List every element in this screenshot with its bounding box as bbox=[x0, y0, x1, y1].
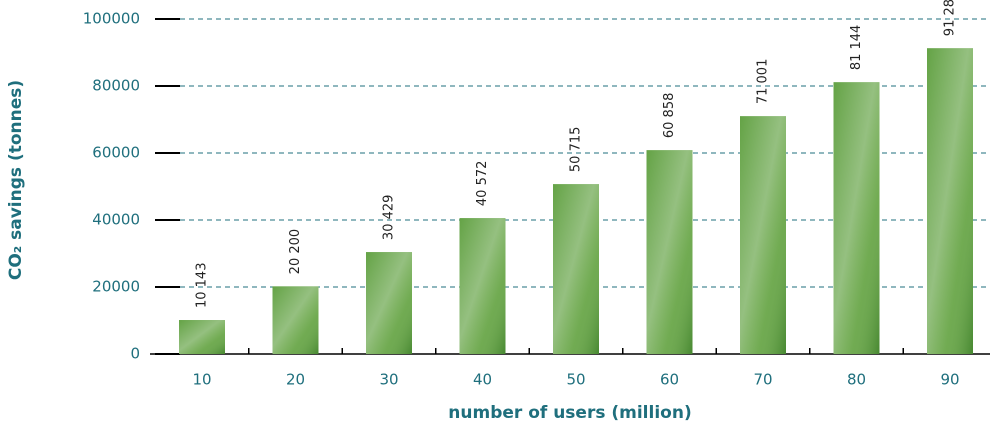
bar-shine bbox=[553, 184, 599, 354]
y-tick-label: 100000 bbox=[83, 10, 140, 28]
bar-shine bbox=[927, 48, 973, 354]
value-label: 40 572 bbox=[475, 161, 490, 207]
y-tick-label: 0 bbox=[130, 345, 140, 363]
value-label: 71 001 bbox=[756, 59, 771, 105]
value-label: 30 429 bbox=[382, 195, 397, 241]
value-label: 81 144 bbox=[849, 25, 864, 71]
bar-shine bbox=[460, 218, 506, 354]
chart: number of users (million) CO₂ savings (t… bbox=[0, 0, 990, 427]
value-label: 10 143 bbox=[195, 263, 210, 309]
bar-shine bbox=[834, 82, 880, 354]
bar-shine bbox=[273, 286, 319, 354]
value-label: 91 287 bbox=[943, 0, 958, 36]
bar-shine bbox=[366, 252, 412, 354]
y-tick-label: 80000 bbox=[92, 77, 140, 95]
x-tick-label: 40 bbox=[473, 371, 492, 389]
x-tick-label: 30 bbox=[379, 371, 398, 389]
value-label: 20 200 bbox=[288, 229, 303, 275]
x-tick-label: 50 bbox=[566, 371, 585, 389]
y-tick-label: 40000 bbox=[92, 211, 140, 229]
value-label: 50 715 bbox=[569, 127, 584, 173]
y-tick-label: 60000 bbox=[92, 144, 140, 162]
x-tick-label: 60 bbox=[660, 371, 679, 389]
x-tick-label: 90 bbox=[940, 371, 959, 389]
bar-shine bbox=[179, 320, 225, 354]
y-axis-title: CO₂ savings (tonnes) bbox=[6, 80, 26, 280]
x-tick-label: 70 bbox=[753, 371, 772, 389]
x-tick-label: 80 bbox=[847, 371, 866, 389]
x-tick-label: 10 bbox=[192, 371, 211, 389]
bar-shine bbox=[740, 116, 786, 354]
x-tick-label: 20 bbox=[286, 371, 305, 389]
y-tick-label: 20000 bbox=[92, 278, 140, 296]
x-axis-title: number of users (million) bbox=[448, 403, 691, 423]
bar-shine bbox=[647, 150, 693, 354]
value-label: 60 858 bbox=[662, 93, 677, 139]
